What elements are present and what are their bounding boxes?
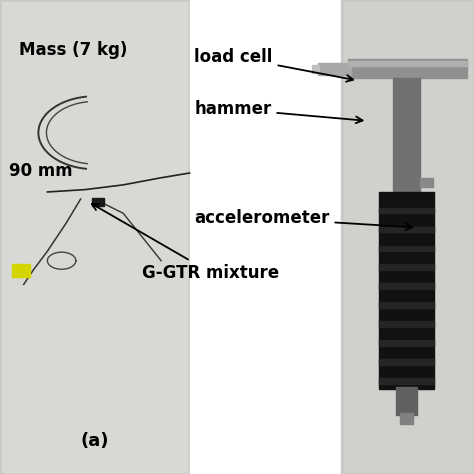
Bar (341, 0, 474, 474)
Bar (379, 246, 434, 251)
Bar (318, 63, 351, 75)
Bar (348, 61, 467, 66)
Bar (12, 264, 30, 277)
Bar (379, 227, 434, 232)
Bar (379, 340, 434, 346)
Text: accelerometer: accelerometer (194, 209, 412, 230)
Bar (344, 2, 472, 472)
Bar (379, 192, 434, 389)
Text: G-GTR mixture: G-GTR mixture (92, 204, 279, 282)
Bar (393, 78, 420, 192)
Bar (379, 302, 434, 308)
Bar (396, 387, 417, 415)
Bar (379, 321, 434, 327)
Bar (348, 59, 467, 78)
Bar (379, 264, 434, 270)
Bar (400, 413, 413, 424)
Bar (190, 0, 341, 474)
Text: load cell: load cell (194, 48, 353, 82)
Bar (379, 208, 434, 213)
Text: 90 mm: 90 mm (9, 162, 73, 180)
Bar (379, 359, 434, 365)
Bar (379, 378, 434, 384)
Bar (379, 283, 434, 289)
Bar (0, 0, 190, 474)
Text: (a): (a) (81, 432, 109, 450)
Text: Mass (7 kg): Mass (7 kg) (19, 41, 128, 59)
Bar (92, 198, 104, 206)
Bar (2, 2, 187, 472)
Text: hammer: hammer (194, 100, 363, 123)
Bar (312, 65, 319, 73)
Bar (420, 178, 433, 187)
